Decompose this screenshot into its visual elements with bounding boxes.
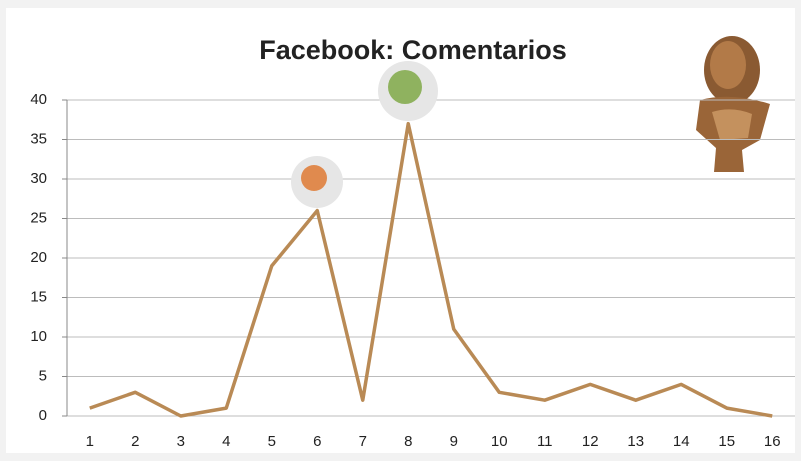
x-tick-label: 3 [177, 433, 185, 450]
y-tick-label: 35 [30, 130, 47, 147]
y-tick-label: 40 [30, 91, 47, 108]
y-tick-label: 25 [30, 209, 47, 226]
highlight-marker [291, 156, 343, 208]
trophy-icon [696, 36, 770, 172]
x-tick-label: 12 [582, 433, 599, 450]
x-tick-label: 13 [627, 433, 644, 450]
highlight-marker [378, 61, 438, 121]
x-tick-label: 14 [673, 433, 690, 450]
x-tick-label: 15 [718, 433, 735, 450]
line [89, 121, 773, 418]
x-tick-label: 7 [359, 433, 367, 450]
x-tick-label: 8 [404, 433, 412, 450]
y-tick-label: 0 [39, 407, 47, 424]
x-tick-label: 9 [450, 433, 458, 450]
y-tick-label: 10 [30, 328, 47, 345]
y-tick-label: 20 [30, 249, 47, 266]
x-tick-label: 6 [313, 433, 321, 450]
y-tick-label: 5 [39, 367, 47, 384]
y-tick-label: 30 [30, 170, 47, 187]
x-tick-label: 1 [86, 433, 94, 450]
x-tick-label: 5 [268, 433, 276, 450]
chart-title: Facebook: Comentarios [259, 35, 567, 65]
x-tick-label: 16 [764, 433, 781, 450]
x-tick-label: 2 [131, 433, 139, 450]
x-tick-label: 11 [537, 433, 553, 450]
x-tick-label: 10 [491, 433, 508, 450]
x-tick-label: 4 [222, 433, 230, 450]
y-tick-label: 15 [30, 288, 47, 305]
